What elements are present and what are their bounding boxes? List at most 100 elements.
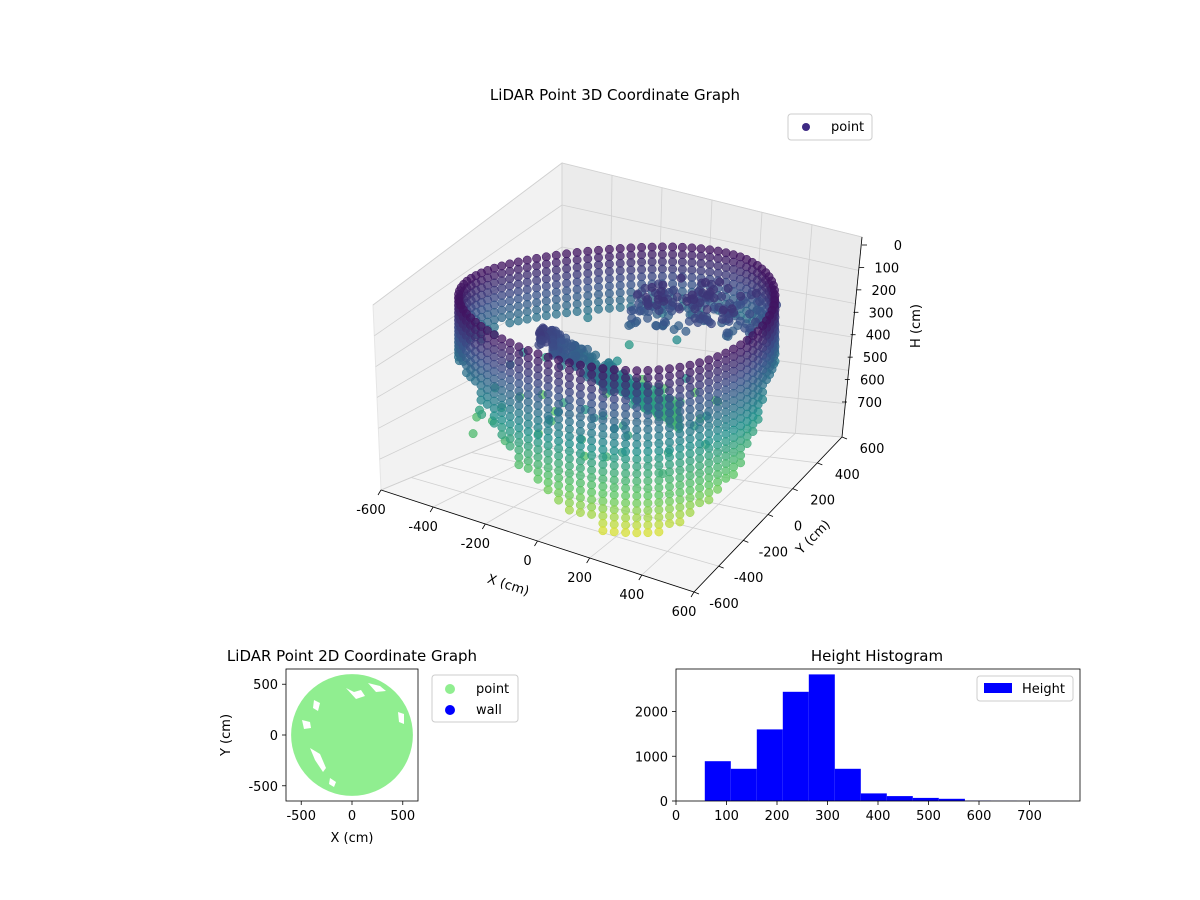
point-marker [583, 298, 593, 308]
point-marker [626, 306, 636, 316]
point-marker [704, 421, 714, 431]
y-tick-label: -400 [734, 571, 764, 586]
point-marker [675, 473, 685, 483]
point-marker [635, 306, 644, 316]
point-marker [551, 302, 561, 312]
histogram-title: Height Histogram [811, 647, 943, 665]
x-tick-mark [534, 540, 538, 547]
point-marker [489, 411, 499, 421]
2d-legend-label-wall: wall [476, 703, 502, 718]
z-tick-label: 100 [874, 261, 899, 276]
point-marker [543, 485, 553, 495]
point-marker [654, 416, 664, 426]
y-tick-mark [767, 514, 774, 517]
point-marker [575, 360, 585, 370]
point-marker [632, 528, 642, 538]
point-marker [564, 505, 574, 515]
point-marker [497, 261, 507, 271]
point-marker [598, 467, 608, 477]
2d-y-tick-label: 500 [253, 678, 278, 693]
point-marker [489, 352, 499, 362]
point-marker [621, 461, 631, 471]
point-marker [543, 360, 553, 369]
point-marker [505, 266, 515, 276]
point-marker [721, 400, 731, 410]
point-marker [621, 520, 631, 530]
point-marker [541, 289, 551, 299]
histogram-x-tick-label: 100 [714, 809, 739, 824]
point-marker [572, 292, 582, 302]
point-marker [654, 461, 664, 471]
point-marker [598, 393, 608, 403]
point-marker [594, 253, 603, 263]
point-marker [541, 259, 551, 269]
x-tick-mark [377, 489, 382, 496]
point-marker [598, 371, 608, 381]
point-marker [551, 280, 561, 290]
point-marker [632, 425, 642, 435]
point-marker [497, 430, 507, 440]
histogram-legend-box [976, 675, 1074, 702]
point-marker [564, 417, 574, 427]
point-marker [489, 418, 499, 428]
point-marker [695, 461, 705, 471]
2d-y-tick-label: -500 [248, 780, 278, 795]
point-marker [632, 491, 642, 501]
point-marker [583, 305, 593, 315]
point-marker [554, 355, 564, 365]
point-marker [675, 399, 685, 409]
chart-histogram: Height Histogram 0 100 200 300 400 500 600 7000… [635, 647, 1081, 824]
point-marker [675, 392, 685, 402]
point-marker [554, 495, 564, 505]
z-tick-label: 600 [860, 374, 885, 389]
point-marker [575, 471, 585, 481]
point-marker [665, 504, 674, 514]
point-marker [543, 367, 553, 377]
point-marker [609, 497, 619, 507]
point-marker [594, 260, 603, 270]
point-marker [643, 520, 653, 530]
point-marker [554, 399, 564, 409]
point-marker [522, 307, 532, 317]
point-marker [647, 249, 657, 259]
point-marker [505, 353, 515, 363]
point-marker [657, 242, 667, 252]
point-marker [675, 510, 685, 519]
point-marker [705, 260, 715, 269]
point-marker [513, 294, 523, 304]
point-marker [695, 358, 705, 368]
point-marker [609, 438, 619, 448]
point-marker [575, 375, 585, 385]
point-marker [665, 371, 674, 381]
x-tick-mark [481, 523, 486, 530]
point-marker [562, 278, 572, 288]
point-marker [677, 242, 687, 252]
point-marker [621, 483, 631, 493]
point-marker [523, 463, 533, 473]
point-marker [675, 436, 685, 446]
point-marker [685, 419, 695, 429]
point-marker [514, 408, 524, 418]
point-marker [523, 382, 533, 392]
point-marker [489, 345, 499, 354]
histogram-ticks: 0 100 200 300 400 500 600 700 0 1000 2000 [635, 706, 1042, 824]
y-tick-mark [693, 591, 700, 595]
point-marker [665, 511, 674, 521]
point-marker [632, 513, 642, 523]
point-marker [704, 436, 714, 446]
point-marker [587, 428, 597, 438]
3d-legend-label: point [831, 120, 864, 135]
point-marker [598, 400, 608, 410]
point-marker [621, 454, 631, 464]
point-marker [583, 268, 593, 278]
histogram-bar [860, 793, 887, 801]
point-marker [505, 311, 515, 320]
point-marker [721, 255, 731, 265]
point-marker [598, 452, 608, 462]
point-marker [654, 409, 664, 419]
point-marker [604, 266, 614, 276]
point-marker [695, 402, 705, 412]
point-marker [505, 288, 515, 298]
point-marker [685, 375, 695, 385]
point-marker [632, 380, 642, 390]
